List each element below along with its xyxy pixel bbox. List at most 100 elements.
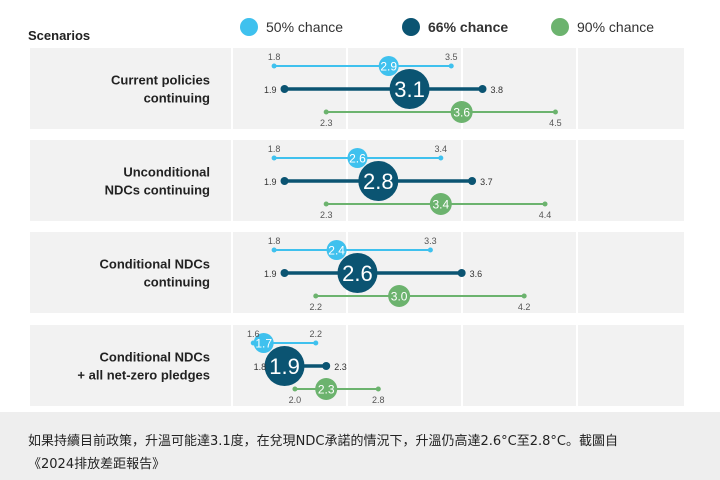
caption-line-1: 如果持續目前政策，升溫可能達3.1度，在兌現NDC承諾的情況下，升溫仍高達2.6… bbox=[28, 434, 618, 449]
range-high-dot bbox=[375, 386, 381, 392]
scenario-label: + all net-zero pledges bbox=[77, 368, 210, 383]
low-label: 2.0 bbox=[289, 395, 302, 405]
range-row: 3.6 2.3 4.5 bbox=[320, 101, 562, 128]
median-label: 2.6 bbox=[342, 261, 373, 286]
median-label: 2.3 bbox=[318, 382, 335, 396]
range-low-dot bbox=[313, 293, 319, 299]
legend-item: 90% chance bbox=[551, 18, 654, 36]
high-label: 3.7 bbox=[480, 177, 493, 187]
legend-label: 50% chance bbox=[266, 19, 343, 35]
high-label: 3.6 bbox=[470, 269, 483, 279]
high-label: 2.8 bbox=[372, 395, 385, 405]
low-label: 1.9 bbox=[264, 85, 277, 95]
range-low-dot bbox=[323, 201, 329, 207]
scenario-label: Current policies bbox=[111, 73, 210, 88]
scenario-label: Conditional NDCs bbox=[100, 257, 211, 272]
legend-swatch bbox=[402, 18, 420, 36]
high-label: 4.2 bbox=[518, 302, 531, 312]
median-dot bbox=[264, 346, 305, 386]
range-low-dot bbox=[323, 109, 329, 115]
range-low-dot bbox=[271, 247, 277, 253]
range-row: 2.3 2.0 2.8 bbox=[289, 378, 385, 405]
legend-swatch bbox=[551, 18, 569, 36]
high-label: 2.2 bbox=[310, 329, 323, 339]
range-row: 1.91.8 2.3 bbox=[254, 346, 347, 386]
range-row: 3.1 1.9 3.8 bbox=[264, 69, 503, 109]
range-high-dot bbox=[313, 340, 319, 346]
caption: 如果持續目前政策，升溫可能達3.1度，在兌現NDC承諾的情況下，升溫仍高達2.6… bbox=[28, 430, 708, 476]
high-label: 3.4 bbox=[435, 144, 448, 154]
scenario-label: Unconditional bbox=[123, 165, 210, 180]
legend-item: 66% chance bbox=[402, 18, 508, 36]
median-label: 3.4 bbox=[432, 197, 449, 211]
chart: 50% chance 66% chance 90% chance Scenarios C… bbox=[28, 18, 684, 406]
median-label: 1.9 bbox=[269, 354, 300, 379]
range-row: 3.4 2.3 4.4 bbox=[320, 193, 551, 220]
median-dot bbox=[347, 148, 368, 168]
median-label: 3.0 bbox=[391, 289, 408, 303]
range-high-dot bbox=[552, 109, 558, 115]
range-row: 2.9 1.8 3.5 bbox=[268, 52, 458, 76]
range-low-dot bbox=[271, 63, 277, 69]
scenario-label: continuing bbox=[144, 275, 210, 290]
scenario-label: Conditional NDCs bbox=[100, 350, 211, 365]
legend-label: 66% chance bbox=[428, 19, 508, 35]
legend-swatch bbox=[240, 18, 258, 36]
median-label: 3.1 bbox=[394, 77, 425, 102]
low-label: 1.8 bbox=[268, 144, 281, 154]
high-label: 4.5 bbox=[549, 118, 562, 128]
range-high-dot bbox=[468, 177, 477, 185]
median-dot bbox=[337, 253, 378, 293]
range-high-dot bbox=[438, 155, 444, 161]
range-row: 2.8 1.9 3.7 bbox=[264, 161, 493, 201]
low-label: 1.9 bbox=[264, 269, 277, 279]
legend-item: 50% chance bbox=[240, 18, 343, 36]
range-high-dot bbox=[448, 63, 454, 69]
range-row: 2.6 1.9 3.6 bbox=[264, 253, 482, 293]
low-label: 1.8 bbox=[254, 362, 267, 372]
median-dot bbox=[429, 193, 452, 215]
high-label: 2.3 bbox=[334, 362, 347, 372]
median-dot bbox=[388, 285, 411, 307]
range-high-dot bbox=[322, 362, 331, 370]
median-dot bbox=[378, 56, 399, 76]
range-high-dot bbox=[542, 201, 548, 207]
high-label: 3.8 bbox=[491, 85, 504, 95]
low-label: 2.3 bbox=[320, 118, 333, 128]
range-high-dot bbox=[457, 269, 466, 277]
caption-line-2: 《2024排放差距報告》 bbox=[28, 457, 166, 472]
range-row: 2.4 1.8 3.3 bbox=[268, 236, 437, 260]
range-high-dot bbox=[478, 85, 487, 93]
median-dot bbox=[389, 69, 430, 109]
high-label: 4.4 bbox=[539, 210, 552, 220]
median-label: 2.8 bbox=[363, 169, 394, 194]
legend-label: 90% chance bbox=[577, 19, 654, 35]
range-row: 1.71.6 2.2 bbox=[247, 329, 322, 353]
y-header: Scenarios bbox=[28, 28, 90, 43]
range-row: 2.6 1.8 3.4 bbox=[268, 144, 447, 168]
range-row: 3.0 2.2 4.2 bbox=[310, 285, 531, 312]
low-label: 1.9 bbox=[264, 177, 277, 187]
scenario-panel: Conditional NDCs + all net-zero pledges 1.… bbox=[30, 325, 684, 406]
high-label: 3.5 bbox=[445, 52, 458, 62]
range-high-dot bbox=[521, 293, 527, 299]
panel-background bbox=[30, 325, 684, 406]
low-label: 1.6 bbox=[247, 329, 260, 339]
low-label: 2.2 bbox=[310, 302, 323, 312]
range-high-dot bbox=[427, 247, 433, 253]
median-label: 2.6 bbox=[349, 151, 366, 165]
range-low-dot bbox=[292, 386, 298, 392]
range-low-dot bbox=[280, 85, 289, 93]
median-dot bbox=[315, 378, 338, 400]
scenario-panel: Current policies continuing 2.9 1.8 3.5 3.6 2.… bbox=[30, 48, 684, 129]
caption-box: 如果持續目前政策，升溫可能達3.1度，在兌現NDC承諾的情況下，升溫仍高達2.6… bbox=[0, 412, 720, 480]
range-low-dot bbox=[271, 155, 277, 161]
median-label: 1.7 bbox=[255, 336, 272, 350]
range-low-dot bbox=[280, 177, 289, 185]
median-label: 2.9 bbox=[380, 59, 397, 73]
low-label: 1.8 bbox=[268, 236, 281, 246]
median-dot bbox=[450, 101, 473, 123]
low-label: 2.3 bbox=[320, 210, 333, 220]
